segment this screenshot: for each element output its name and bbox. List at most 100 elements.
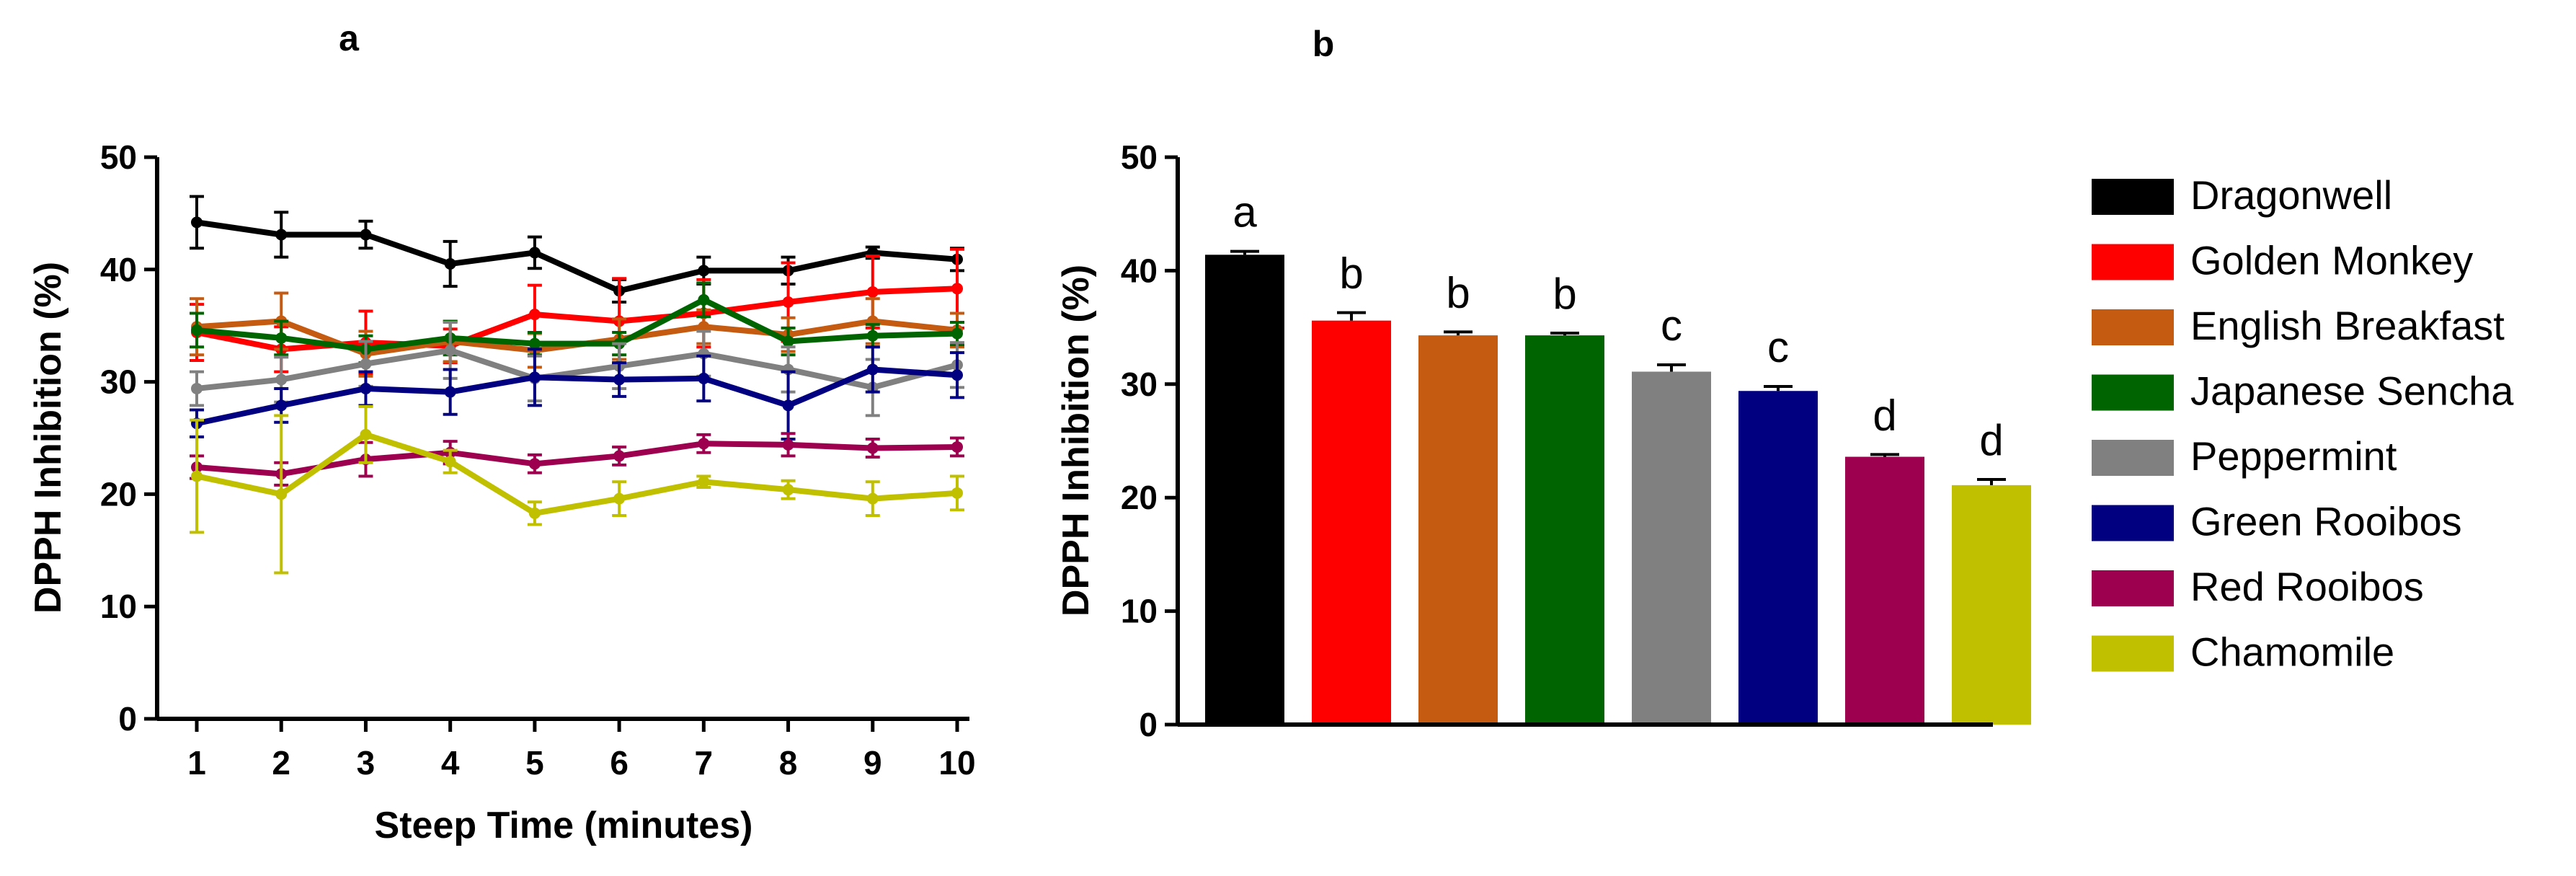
data-point	[444, 386, 456, 398]
data-point	[528, 371, 541, 384]
data-point	[951, 369, 963, 381]
y-tick-label: 30	[100, 363, 137, 401]
legend-label: Peppermint	[2190, 433, 2397, 479]
data-point	[360, 358, 372, 370]
data-point	[275, 488, 288, 500]
data-point	[866, 329, 879, 342]
data-point	[782, 335, 794, 348]
legend-item: Chamomile	[2092, 629, 2394, 675]
legend-label: English Breakfast	[2190, 303, 2505, 348]
legend-item: English Breakfast	[2092, 303, 2505, 348]
legend-swatch	[2092, 179, 2174, 215]
bar-chart-y-ticks: 0 10 20 30 40 50	[1121, 138, 1178, 743]
series-chamomile	[190, 404, 964, 575]
significance-letter: c	[1767, 323, 1789, 371]
y-tick-label: 30	[1121, 366, 1158, 403]
bar	[1312, 320, 1391, 725]
data-point	[275, 229, 288, 241]
x-tick-label: 7	[695, 744, 714, 782]
data-point	[866, 363, 879, 376]
y-tick-label: 10	[1121, 593, 1158, 630]
x-tick-label: 4	[441, 744, 460, 782]
data-point	[528, 309, 541, 321]
data-point	[698, 293, 710, 306]
data-point	[275, 373, 288, 386]
data-point	[698, 476, 710, 488]
data-point	[360, 229, 372, 241]
data-point	[275, 399, 288, 412]
y-tick-label: 40	[100, 251, 137, 288]
legend-item: Golden Monkey	[2092, 238, 2473, 283]
bar	[1845, 456, 1924, 725]
legend-label: Golden Monkey	[2190, 238, 2473, 283]
data-point	[528, 337, 541, 350]
significance-letter: b	[1339, 249, 1363, 298]
x-tick-label: 9	[863, 744, 882, 782]
legend-item: Japanese Sencha	[2092, 368, 2514, 414]
data-point	[698, 438, 710, 450]
legend-label: Japanese Sencha	[2190, 368, 2514, 414]
line-chart-y-ticks: 0 10 20 30 40 50	[100, 138, 157, 738]
legend-swatch	[2092, 635, 2174, 672]
series-line	[196, 366, 958, 427]
data-point	[951, 327, 963, 340]
data-point	[191, 216, 203, 229]
series-line	[196, 296, 958, 353]
legend-item: Red Rooibos	[2092, 564, 2424, 609]
legend-item: Green Rooibos	[2092, 499, 2462, 544]
series-line	[196, 441, 958, 477]
data-point	[191, 382, 203, 394]
x-tick-label: 8	[779, 744, 798, 782]
data-point	[698, 321, 710, 333]
data-point	[951, 441, 963, 453]
y-tick-label: 40	[1121, 252, 1158, 289]
data-point	[275, 332, 288, 344]
y-tick-label: 0	[118, 700, 137, 738]
data-point	[698, 265, 710, 277]
line-chart-panel: 0 10 20 30 40 50 1 2 3 4 5 6 7 8 9 10 Steep Time (minu…	[27, 138, 976, 846]
line-chart-x-axis-title: Steep Time (minutes)	[375, 805, 753, 846]
data-point	[528, 247, 541, 259]
data-point	[866, 492, 879, 505]
data-point	[613, 373, 626, 386]
series-line	[196, 347, 959, 391]
data-point	[782, 399, 794, 412]
legend-swatch	[2092, 309, 2174, 345]
data-point	[191, 470, 203, 482]
series-line	[196, 431, 958, 516]
bar	[1738, 391, 1818, 725]
y-tick-label: 50	[1121, 138, 1158, 176]
line-chart-y-axis-title: DPPH Inhibition (%)	[27, 262, 69, 614]
significance-letter: b	[1446, 268, 1470, 317]
legend-label: Chamomile	[2190, 629, 2394, 675]
y-tick-label: 20	[100, 475, 137, 513]
panel-a-label: a	[339, 18, 360, 58]
x-tick-label: 5	[525, 744, 544, 782]
data-point	[191, 324, 203, 336]
legend-label: Dragonwell	[2190, 172, 2392, 218]
y-tick-label: 10	[100, 588, 137, 625]
series-line	[196, 219, 958, 294]
series-golden-monkey	[190, 247, 964, 376]
bar	[1952, 485, 2031, 725]
legend: Dragonwell Golden Monkey English Breakfast…	[2092, 172, 2514, 675]
line-chart-x-ticks: 1 2 3 4 5 6 7 8 9 10	[187, 719, 976, 782]
data-point	[528, 507, 541, 519]
legend-label: Green Rooibos	[2190, 499, 2462, 544]
legend-swatch	[2092, 374, 2174, 411]
legend-item: Peppermint	[2092, 433, 2397, 479]
significance-letter: d	[1873, 391, 1896, 439]
data-point	[360, 428, 372, 441]
legend-label: Red Rooibos	[2190, 564, 2424, 609]
data-point	[444, 456, 456, 468]
data-point	[782, 484, 794, 496]
legend-swatch	[2092, 570, 2174, 606]
bar	[1525, 335, 1604, 725]
panel-b-label: b	[1313, 24, 1335, 64]
legend-swatch	[2092, 440, 2174, 476]
x-tick-label: 10	[938, 744, 975, 782]
legend-swatch	[2092, 244, 2174, 280]
data-point	[782, 438, 794, 451]
bar-chart-bars: a b b b c c d d	[1205, 188, 2031, 725]
